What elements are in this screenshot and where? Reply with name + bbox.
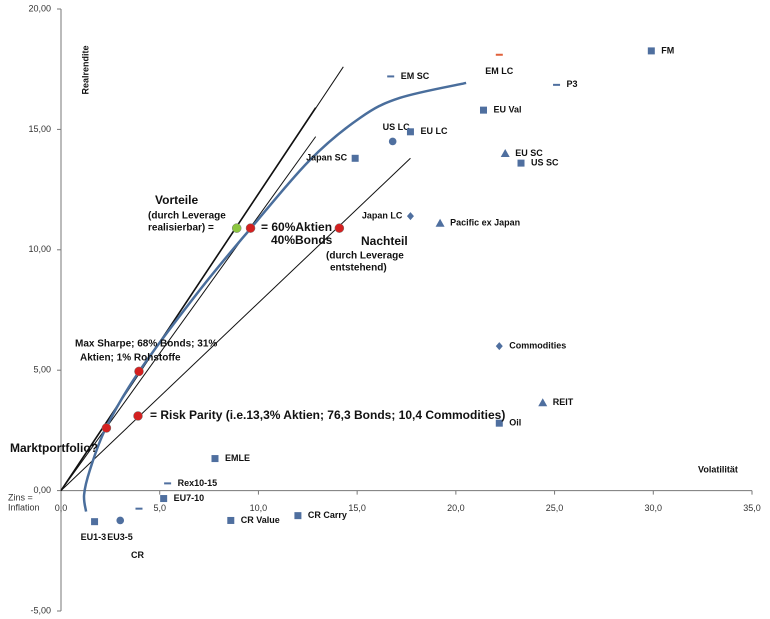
x-axis-label: Volatilität <box>698 464 738 474</box>
point-label: US SC <box>531 157 559 167</box>
point <box>553 83 561 86</box>
line <box>60 136 317 491</box>
point <box>116 516 125 525</box>
point-label: US LC <box>383 122 411 132</box>
point <box>435 218 445 227</box>
y-axis-label: Realrendite <box>80 45 90 94</box>
point-label: Pacific ex Japan <box>450 218 520 228</box>
point-label: P3 <box>567 79 578 89</box>
highlight-point <box>134 366 144 377</box>
line <box>60 157 411 491</box>
point-label: FM <box>661 45 674 55</box>
point <box>91 518 99 526</box>
point <box>495 53 503 56</box>
annotation: realisierbar) = <box>148 223 214 234</box>
point <box>351 154 359 162</box>
x-tick-label: 5,0 <box>153 503 166 513</box>
point-label: Rex10-15 <box>178 478 218 488</box>
point-label: EM SC <box>401 71 430 81</box>
point <box>479 106 487 114</box>
point <box>135 507 143 510</box>
line <box>60 107 317 492</box>
point-label: EU Val <box>493 105 521 115</box>
highlight-point <box>245 223 256 233</box>
y-tick-label: 10,00 <box>28 244 51 254</box>
point-label: Commodities <box>509 340 566 350</box>
point <box>495 342 503 351</box>
highlight-point <box>133 411 143 421</box>
annotation: (durch Leverage <box>148 211 226 222</box>
annotation: Marktportfolio? <box>10 441 98 455</box>
annotation: Aktien; 1% Rohstoffe <box>80 353 181 364</box>
point <box>388 137 397 146</box>
x-tick-label: 10,0 <box>250 503 268 513</box>
annotation: Inflation <box>8 502 40 512</box>
y-tick-label: -5,00 <box>30 605 51 615</box>
point <box>500 148 510 157</box>
y-tick-label: 15,00 <box>28 124 51 134</box>
highlight-point <box>101 423 112 433</box>
point-label: EU1-3 <box>81 532 107 542</box>
point-label: EU7-10 <box>174 493 205 503</box>
highlight-point <box>231 223 242 233</box>
annotation: entstehend) <box>330 263 387 274</box>
point-label: REIT <box>553 397 574 407</box>
annotation: Max Sharpe; 68% Bonds; 31% <box>75 339 217 350</box>
point-label: EM LC <box>485 66 513 76</box>
point-label: Japan SC <box>306 153 348 163</box>
x-tick-label: 15,0 <box>348 503 366 513</box>
point-label: Japan LC <box>362 210 403 220</box>
point <box>387 75 395 78</box>
point <box>227 516 235 524</box>
annotation: = 60%Aktien <box>261 220 332 234</box>
y-tick-label: 5,00 <box>33 365 51 375</box>
point <box>164 482 172 485</box>
point-label: EU SC <box>515 148 543 158</box>
point <box>647 47 655 55</box>
y-tick-label: 20,00 <box>28 3 51 13</box>
point <box>495 419 503 427</box>
point <box>538 398 548 407</box>
y-tick-label: 0,00 <box>33 485 51 495</box>
point <box>211 455 219 463</box>
annotation: (durch Leverage <box>326 251 404 262</box>
point-label: Oil <box>509 418 521 428</box>
annotation: = Risk Parity (i.e.13,3% Aktien; 76,3 Bo… <box>150 408 505 422</box>
frontier-line <box>82 81 467 512</box>
annotation: Vorteile <box>155 193 198 207</box>
point <box>517 159 525 167</box>
point <box>406 212 414 221</box>
point-label: EU3-5 <box>107 532 133 542</box>
point-label: EU LC <box>420 126 448 136</box>
highlight-point <box>334 223 345 233</box>
annotation: Nachteil <box>361 234 408 248</box>
point <box>406 128 414 136</box>
x-tick-label: 20,0 <box>447 503 465 513</box>
point-label: CR Value <box>241 515 280 525</box>
point <box>294 512 302 520</box>
x-tick-label: 25,0 <box>546 503 564 513</box>
point <box>160 495 168 503</box>
point-label: CR Carry <box>308 510 347 520</box>
point-label: EMLE <box>225 453 250 463</box>
x-tick-label: 35,0 <box>743 503 761 513</box>
annotation: 40%Bonds <box>271 233 333 247</box>
x-tick-label: 30,0 <box>645 503 663 513</box>
x-tick-label: 0,0 <box>55 503 68 513</box>
point-label: CR <box>131 550 144 560</box>
annotation: Zins = <box>8 492 33 502</box>
